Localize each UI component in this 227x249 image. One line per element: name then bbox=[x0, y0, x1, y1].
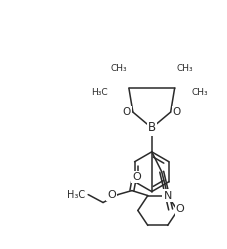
Text: H₃C: H₃C bbox=[67, 189, 85, 199]
Text: B: B bbox=[147, 122, 155, 134]
Text: H₃C: H₃C bbox=[91, 88, 108, 97]
Text: O: O bbox=[132, 172, 141, 182]
Text: O: O bbox=[107, 189, 116, 199]
Text: CH₃: CH₃ bbox=[191, 88, 207, 97]
Text: O: O bbox=[122, 107, 130, 117]
Text: CH₃: CH₃ bbox=[110, 64, 127, 73]
Text: O: O bbox=[172, 107, 180, 117]
Text: CH₃: CH₃ bbox=[175, 64, 192, 73]
Text: N: N bbox=[163, 190, 171, 200]
Text: O: O bbox=[175, 204, 184, 214]
